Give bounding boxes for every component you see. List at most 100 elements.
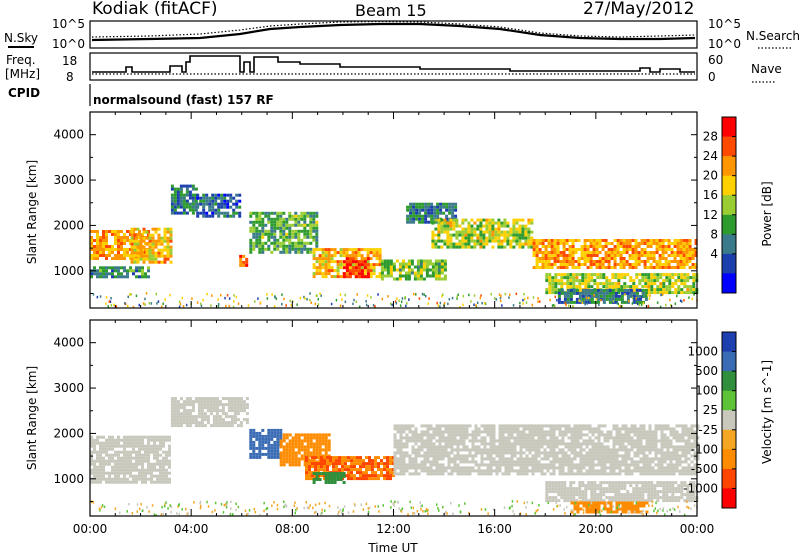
heat-cell <box>362 465 365 469</box>
heat-cell <box>661 254 665 257</box>
heat-cell <box>501 427 505 431</box>
heat-cell <box>335 459 338 463</box>
heat-cell <box>635 291 639 295</box>
heat-cell <box>166 245 170 249</box>
heat-cell <box>123 456 126 460</box>
heat-cell <box>371 477 374 481</box>
heat-cell <box>527 239 531 243</box>
heat-cell <box>233 403 237 407</box>
heat-cell <box>350 477 353 481</box>
heat-cell <box>519 442 523 446</box>
heat-cell <box>646 254 650 257</box>
heat-cell <box>645 460 649 464</box>
heat-cell <box>625 248 629 251</box>
heat-cell <box>482 239 486 243</box>
heat-cell <box>573 424 577 428</box>
heat-cell <box>208 205 212 209</box>
heat-cell <box>188 412 192 416</box>
heat-cell <box>212 424 216 428</box>
heat-cell <box>608 297 612 301</box>
heat-cell <box>549 463 553 467</box>
heat-cell <box>318 263 322 267</box>
heat-cell <box>519 433 523 437</box>
heat-cell <box>611 288 615 292</box>
heat-cell <box>156 444 159 448</box>
heat-cell <box>607 251 611 254</box>
heat-cell <box>414 439 418 443</box>
heat-cell <box>622 257 626 260</box>
heat-cell <box>282 445 286 449</box>
heat-cell <box>537 442 541 446</box>
velocity-region-5 <box>312 472 346 484</box>
heat-cell <box>527 221 531 225</box>
heat-cell <box>305 465 308 469</box>
heat-cell <box>462 472 466 476</box>
heat-cell <box>255 241 259 245</box>
heat-cell <box>459 436 463 440</box>
heat-cell <box>303 226 307 230</box>
heat-cell <box>537 436 541 440</box>
heat-cell <box>531 460 535 464</box>
heat-cell <box>150 435 153 439</box>
heat-cell <box>279 460 283 464</box>
heat-cell <box>144 480 147 484</box>
heat-cell <box>556 242 560 245</box>
heat-cell <box>285 223 289 227</box>
heat-cell <box>633 424 637 428</box>
heat-cell <box>291 445 295 449</box>
heat-cell <box>418 208 422 212</box>
heat-cell <box>551 276 555 280</box>
heat-cell <box>455 245 459 249</box>
heat-cell <box>249 226 253 230</box>
heat-cell <box>393 427 397 431</box>
scatter-point <box>237 302 240 305</box>
heat-cell <box>610 257 614 260</box>
heat-cell <box>344 468 347 472</box>
heat-cell <box>510 460 514 464</box>
heat-cell <box>315 433 319 437</box>
heat-cell <box>579 436 583 440</box>
heat-cell <box>424 211 428 215</box>
heat-cell <box>421 217 425 221</box>
heat-cell <box>659 291 663 295</box>
heat-cell <box>513 427 517 431</box>
heat-cell <box>558 442 562 446</box>
heat-cell <box>160 236 164 240</box>
heat-cell <box>196 211 200 215</box>
heat-cell <box>321 254 325 258</box>
heat-cell <box>631 239 635 242</box>
heat-cell <box>531 424 535 428</box>
heat-cell <box>448 202 452 206</box>
heat-cell <box>338 459 341 463</box>
heat-cell <box>447 436 451 440</box>
heat-cell <box>612 463 616 467</box>
heat-cell <box>630 448 634 452</box>
heat-cell <box>606 472 610 476</box>
heat-cell <box>599 273 603 277</box>
heat-cell <box>543 463 547 467</box>
heat-cell <box>656 285 660 289</box>
heat-cell <box>90 456 93 460</box>
heat-cell <box>314 474 317 478</box>
heat-cell <box>432 460 436 464</box>
heat-cell <box>285 442 289 446</box>
heat-cell <box>624 463 628 467</box>
scatter-point <box>679 299 682 302</box>
heat-cell <box>639 430 643 434</box>
heat-cell <box>570 433 574 437</box>
heat-cell <box>336 272 340 276</box>
heat-cell <box>483 424 487 428</box>
heat-cell <box>586 248 590 251</box>
heat-cell <box>604 257 608 260</box>
heat-cell <box>270 229 274 233</box>
heat-cell <box>133 242 137 246</box>
heat-cell <box>429 451 433 455</box>
heat-cell <box>476 233 480 237</box>
heat-cell <box>96 242 99 245</box>
heat-cell <box>434 265 438 269</box>
heat-cell <box>454 214 458 218</box>
heat-cell <box>215 424 219 428</box>
heat-cell <box>588 430 592 434</box>
heat-cell <box>371 459 374 463</box>
heat-cell <box>486 448 490 452</box>
